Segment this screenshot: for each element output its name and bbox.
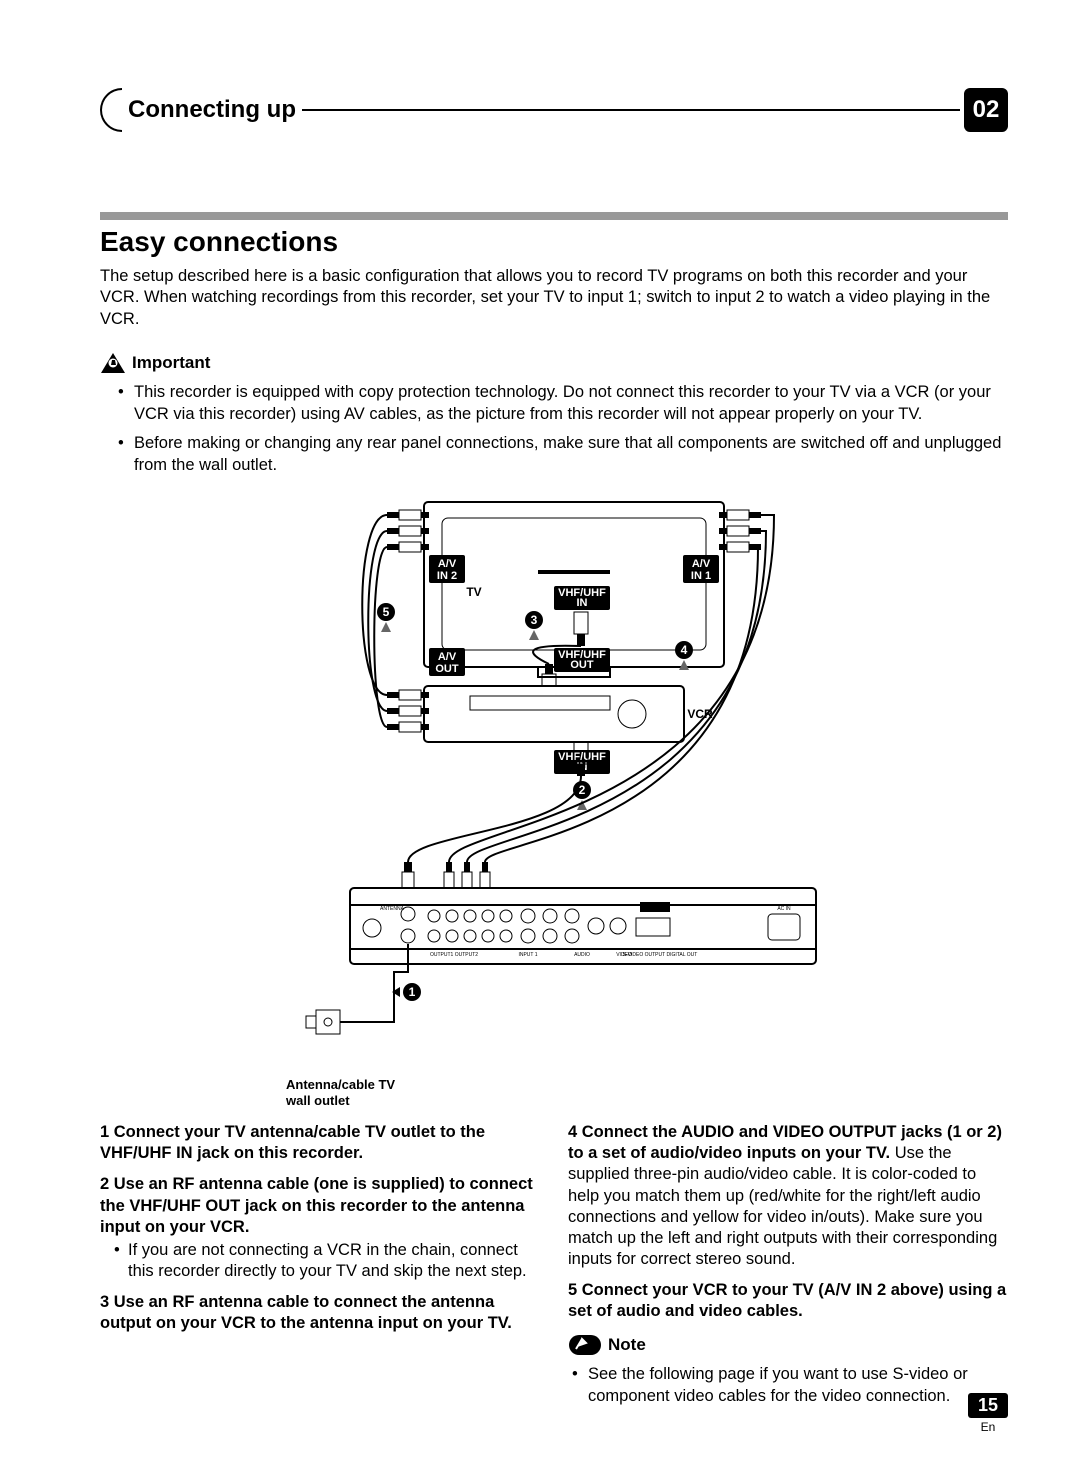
step-3: 3 Use an RF antenna cable to connect the… — [100, 1293, 512, 1332]
section-title: Easy connections — [100, 226, 1008, 258]
callout-3: 3 — [531, 613, 538, 627]
chapter-cap — [100, 88, 122, 132]
important-item: This recorder is equipped with copy prot… — [118, 382, 1008, 425]
chapter-number: 02 — [964, 88, 1008, 132]
svg-text:S-VIDEO OUTPUT DIGITAL OUT: S-VIDEO OUTPUT DIGITAL OUT — [623, 952, 698, 958]
svg-text:INPUT 1: INPUT 1 — [518, 952, 537, 958]
diagram-caption: Antenna/cable TV wall outlet — [286, 1077, 824, 1108]
label-av-in2: A/V — [438, 558, 457, 570]
label-av-out: A/V — [438, 651, 457, 663]
step-4-body: Use the supplied three-pin audio/video c… — [568, 1144, 997, 1268]
svg-text:OUT: OUT — [435, 663, 459, 675]
right-column: 4 Connect the AUDIO and VIDEO OUTPUT jac… — [568, 1122, 1008, 1423]
svg-text:IN 1: IN 1 — [691, 570, 711, 582]
callout-5: 5 — [383, 605, 390, 619]
chapter-rule — [302, 109, 960, 111]
chapter-title: Connecting up — [122, 96, 302, 124]
warning-icon — [100, 352, 126, 374]
svg-text:AUDIO: AUDIO — [574, 952, 590, 958]
left-column: 1 Connect your TV antenna/cable TV outle… — [100, 1122, 540, 1423]
note-label: Note — [608, 1334, 646, 1356]
svg-text:OUTPUT1 OUTPUT2: OUTPUT1 OUTPUT2 — [430, 952, 478, 958]
svg-text:AC IN: AC IN — [777, 906, 791, 912]
step-2: 2 Use an RF antenna cable (one is suppli… — [100, 1175, 533, 1235]
svg-text:OUT: OUT — [570, 659, 594, 671]
label-tv: TV — [466, 585, 481, 599]
step-2-sub: If you are not connecting a VCR in the c… — [100, 1240, 540, 1282]
label-av-in1: A/V — [692, 558, 711, 570]
important-header: Important — [100, 352, 1008, 374]
svg-text:IN 2: IN 2 — [437, 570, 457, 582]
step-5: 5 Connect your VCR to your TV (A/V IN 2 … — [568, 1281, 1006, 1320]
note-icon — [568, 1334, 602, 1356]
callout-1: 1 — [409, 985, 416, 999]
rca-plugs — [719, 510, 761, 552]
page-number-value: 15 — [968, 1393, 1008, 1418]
note-item: See the following page if you want to us… — [572, 1364, 1008, 1407]
rca-plugs — [387, 510, 429, 552]
important-label: Important — [132, 353, 210, 373]
svg-text:IN: IN — [577, 597, 588, 609]
chapter-header: Connecting up 02 — [100, 88, 1008, 132]
svg-text:ANTENNA: ANTENNA — [380, 906, 405, 912]
page-lang: En — [968, 1420, 1008, 1434]
important-list: This recorder is equipped with copy prot… — [100, 382, 1008, 476]
section-rule — [100, 212, 1008, 220]
section-intro: The setup described here is a basic conf… — [100, 266, 1008, 330]
page-number: 15 En — [968, 1393, 1008, 1434]
connection-diagram: A/V IN 2 A/V IN 1 TV VHF/UHF IN — [284, 492, 824, 1108]
callout-4: 4 — [681, 643, 688, 657]
svg-text:HDD: HDD — [650, 906, 661, 912]
note-header: Note — [568, 1334, 1008, 1356]
important-item: Before making or changing any rear panel… — [118, 433, 1008, 476]
step-1: 1 Connect your TV antenna/cable TV outle… — [100, 1123, 485, 1162]
